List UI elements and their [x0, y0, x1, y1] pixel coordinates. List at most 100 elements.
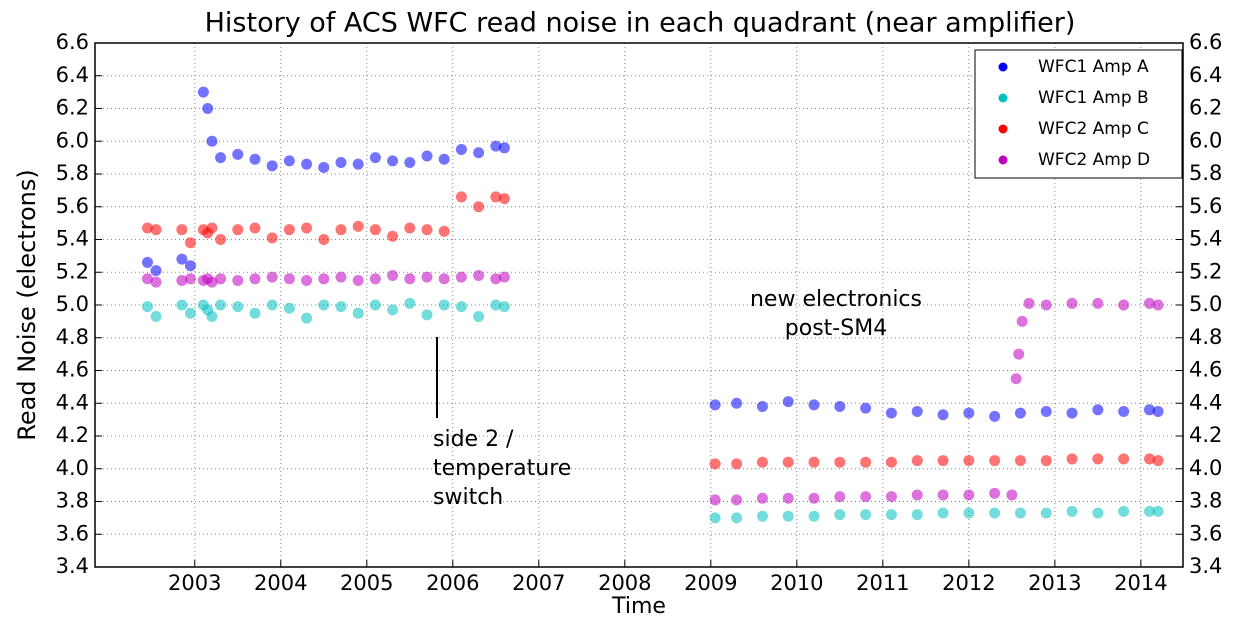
y-axis-label: Read Noise (electrons): [13, 169, 41, 440]
y-tick-label: 5.2: [56, 259, 89, 283]
data-point: [455, 191, 467, 203]
data-point: [885, 407, 897, 419]
x-tick-label: 2014: [1114, 571, 1167, 595]
data-point: [498, 301, 510, 313]
y2-tick-label: 6.4: [1189, 63, 1222, 87]
y-tick-label: 4.0: [56, 456, 89, 480]
data-point: [731, 458, 743, 470]
data-point: [756, 492, 768, 504]
y2-tick-label: 6.0: [1189, 128, 1222, 152]
data-point: [369, 299, 381, 311]
x-tick-label: 2012: [942, 571, 995, 595]
x-tick-label: 2005: [340, 571, 393, 595]
x-tick-label: 2013: [1028, 571, 1081, 595]
data-point: [731, 494, 743, 506]
data-point: [455, 301, 467, 313]
x-tick-label: 2006: [426, 571, 479, 595]
y-tick-label: 6.4: [56, 63, 89, 87]
data-point: [834, 491, 846, 503]
y-tick-label: 3.6: [56, 521, 89, 545]
data-point: [141, 273, 153, 285]
data-point: [249, 153, 261, 165]
data-point: [808, 492, 820, 504]
data-point: [1118, 453, 1130, 465]
data-point: [498, 193, 510, 205]
data-point: [215, 273, 227, 285]
data-point: [318, 161, 330, 173]
y-tick-label: 4.4: [56, 390, 89, 414]
data-point: [1013, 348, 1025, 360]
data-point: [1006, 489, 1018, 501]
data-point: [1118, 405, 1130, 417]
data-point: [352, 220, 364, 232]
data-point: [150, 276, 162, 288]
data-point: [911, 405, 923, 417]
data-point: [834, 401, 846, 413]
data-point: [438, 153, 450, 165]
data-point: [1143, 404, 1155, 416]
legend-marker: [998, 124, 1008, 134]
data-point: [808, 510, 820, 522]
data-point: [266, 299, 278, 311]
data-point: [473, 270, 485, 282]
data-point: [498, 142, 510, 154]
data-point: [184, 260, 196, 272]
data-point: [421, 224, 433, 236]
data-point: [369, 273, 381, 285]
data-point: [1023, 297, 1035, 309]
data-point: [808, 456, 820, 468]
data-point: [184, 273, 196, 285]
data-point: [490, 299, 502, 311]
data-point: [1014, 455, 1026, 467]
y-tick-label: 6.2: [56, 96, 89, 120]
data-point: [335, 271, 347, 283]
data-point: [989, 410, 1001, 422]
data-point: [1118, 505, 1130, 517]
data-point: [756, 401, 768, 413]
annotation: temperature: [433, 456, 571, 481]
annotation: post-SM4: [785, 316, 887, 341]
data-point: [301, 274, 313, 286]
data-point: [206, 222, 218, 234]
data-point: [860, 456, 872, 468]
data-point: [1152, 405, 1164, 417]
data-point: [387, 155, 399, 167]
data-point: [1143, 505, 1155, 517]
data-point: [1092, 297, 1104, 309]
data-point: [1040, 507, 1052, 519]
y-tick-label: 4.2: [56, 423, 89, 447]
data-point: [421, 309, 433, 321]
data-point: [421, 150, 433, 162]
data-point: [989, 487, 1001, 499]
data-point: [266, 160, 278, 172]
data-point: [206, 135, 218, 147]
y2-tick-label: 3.4: [1189, 554, 1222, 578]
data-point: [1143, 297, 1155, 309]
data-point: [490, 140, 502, 152]
data-point: [490, 273, 502, 285]
data-point: [860, 491, 872, 503]
y2-tick-label: 5.8: [1189, 161, 1222, 185]
data-point: [249, 222, 261, 234]
data-point: [490, 191, 502, 203]
data-point: [498, 271, 510, 283]
data-point: [184, 307, 196, 319]
data-point: [1014, 507, 1026, 519]
data-point: [141, 222, 153, 234]
y-tick-label: 6.6: [56, 30, 89, 54]
y2-tick-label: 4.4: [1189, 390, 1222, 414]
data-point: [1152, 299, 1164, 311]
data-point: [352, 274, 364, 286]
data-point: [782, 456, 794, 468]
data-point: [731, 397, 743, 409]
data-point: [1152, 505, 1164, 517]
data-point: [141, 256, 153, 268]
y2-tick-label: 5.4: [1189, 227, 1222, 251]
data-point: [1040, 455, 1052, 467]
data-point: [249, 307, 261, 319]
data-point: [455, 271, 467, 283]
legend-marker: [998, 155, 1008, 165]
x-tick-label: 2003: [168, 571, 221, 595]
data-point: [301, 158, 313, 170]
